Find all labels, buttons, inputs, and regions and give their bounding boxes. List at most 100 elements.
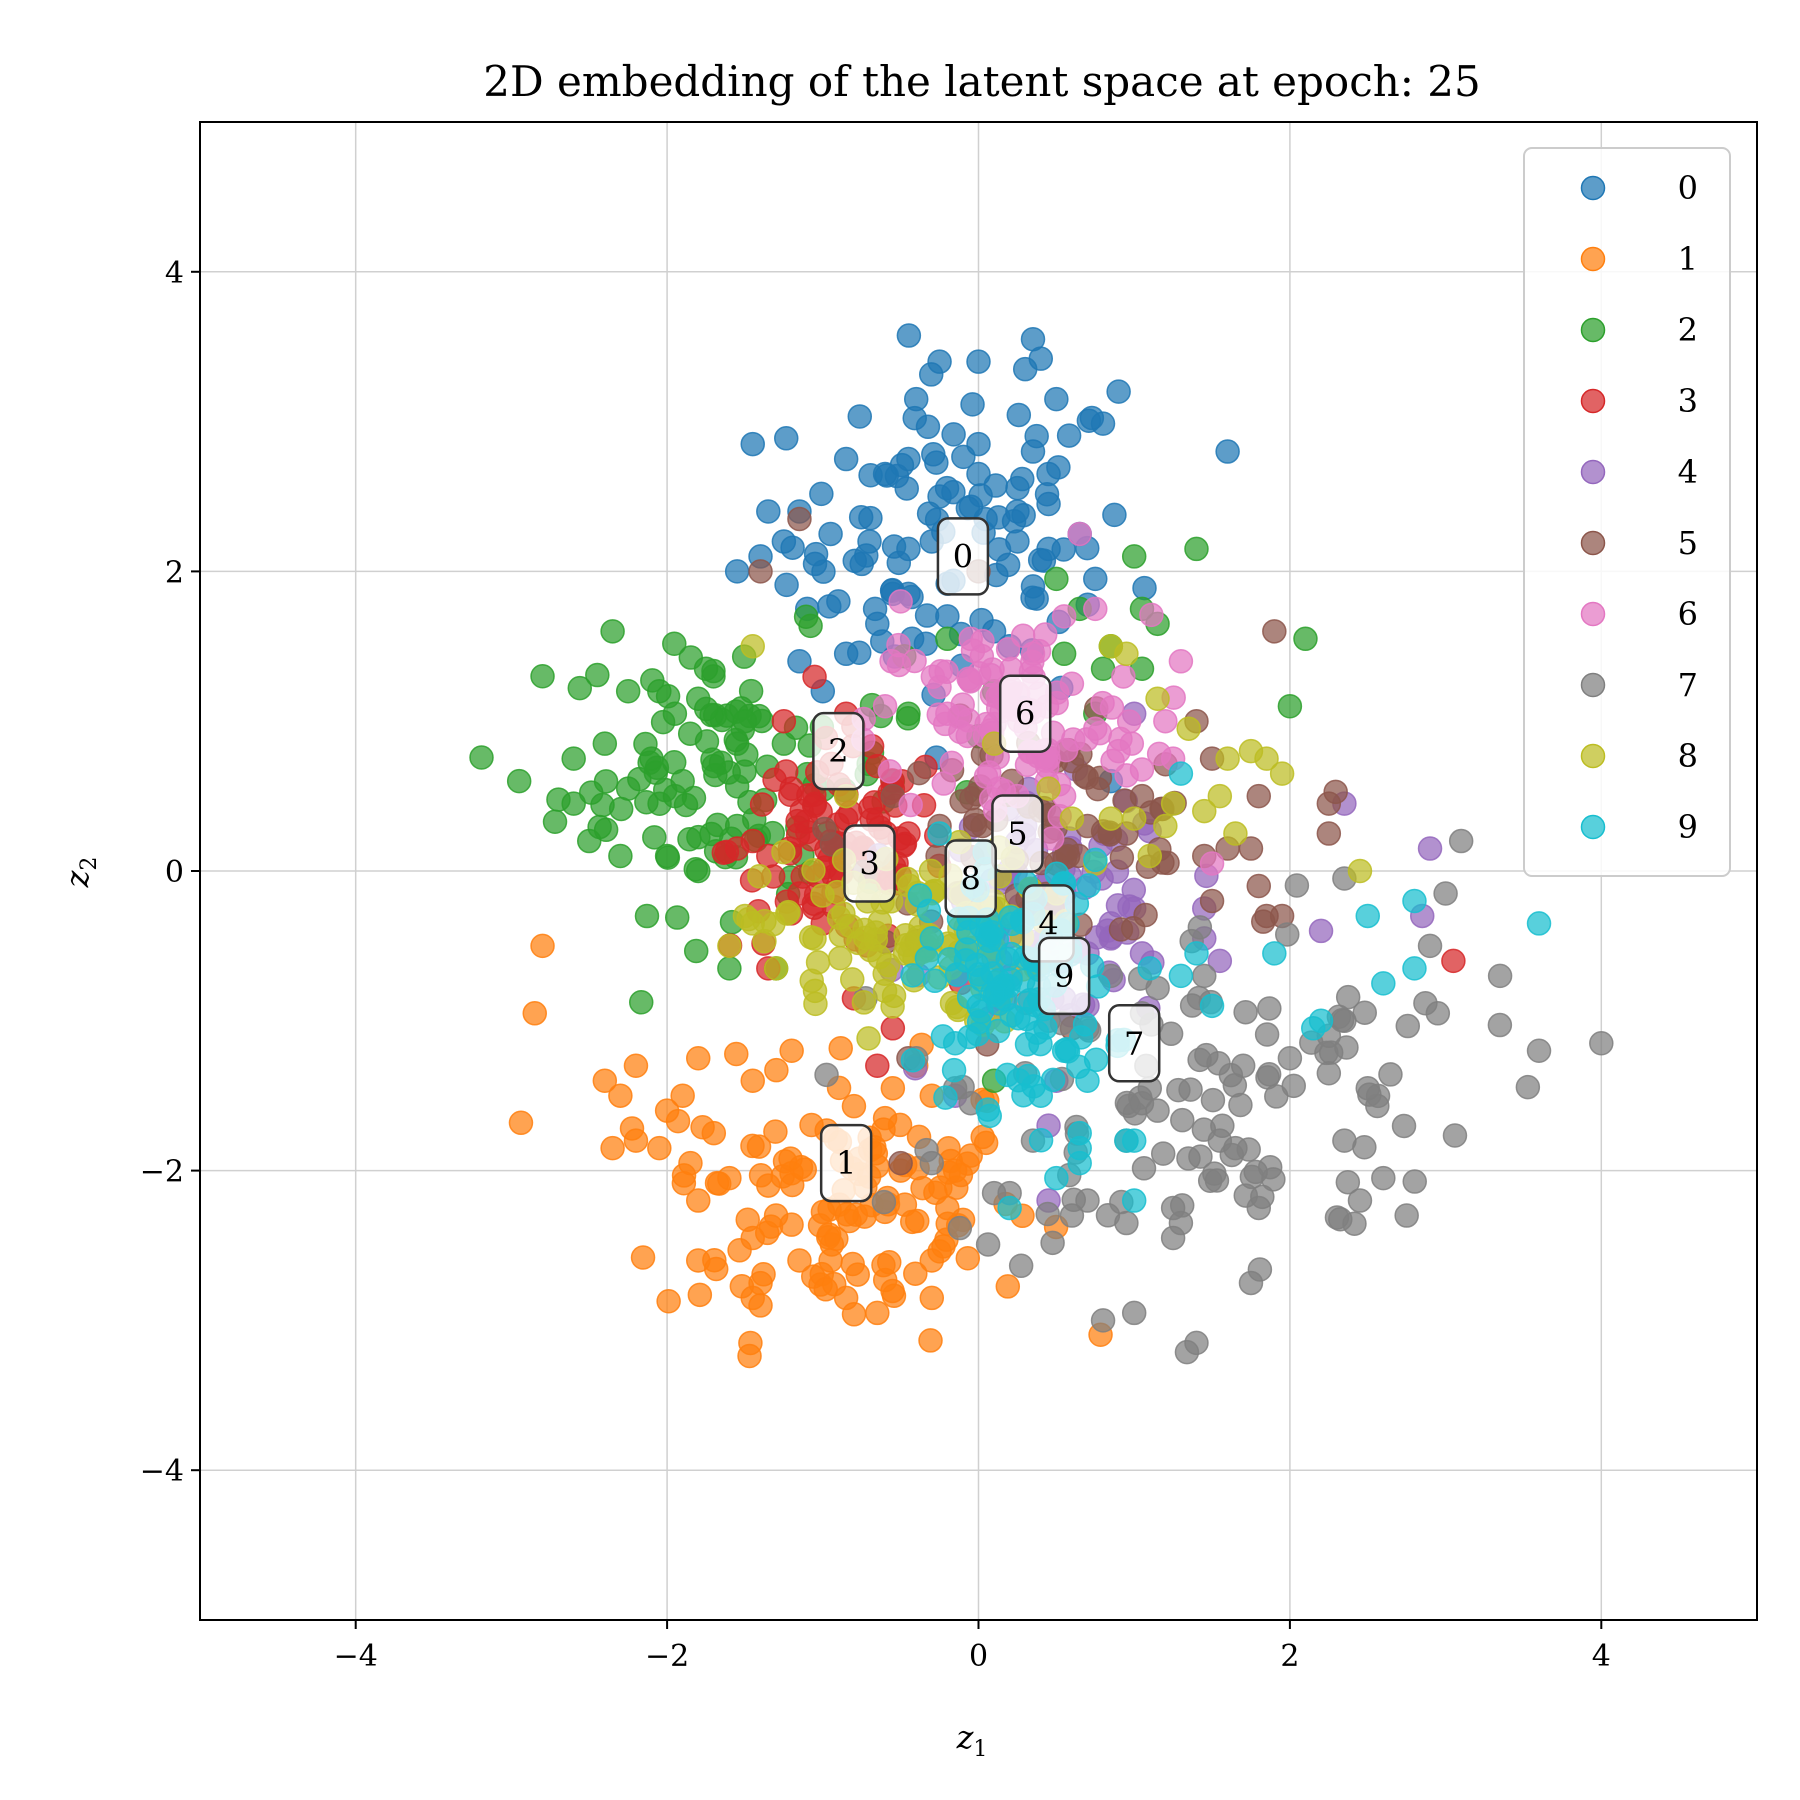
scatter-point-class-7 (1589, 1031, 1614, 1056)
scatter-point-class-0 (771, 529, 797, 554)
scatter-point-class-0 (774, 572, 799, 598)
scatter-point-class-8 (1176, 716, 1201, 741)
scatter-point-class-3 (865, 1053, 890, 1078)
y-tick-label: 0 (165, 855, 184, 890)
scatter-point-class-2 (654, 843, 680, 869)
scatter-point-class-6 (1139, 602, 1164, 628)
scatter-point-class-9 (927, 821, 952, 846)
scatter-point-class-4 (1417, 836, 1443, 861)
scatter-point-class-8 (740, 911, 765, 936)
scatter-point-class-0 (847, 404, 873, 429)
scatter-point-class-7 (1230, 1053, 1256, 1078)
scatter-point-class-2 (593, 817, 619, 843)
scatter-point-class-2 (608, 843, 633, 869)
scatter-point-class-1 (608, 1083, 633, 1108)
scatter-point-class-8 (1347, 858, 1373, 884)
scatter-point-class-9 (922, 968, 948, 994)
centroid-box-5 (991, 794, 1044, 873)
scatter-point-class-1 (522, 1001, 548, 1026)
scatter-point-class-7 (1008, 1253, 1034, 1279)
scatter-point-class-9 (916, 898, 942, 924)
legend-label-4: 4 (1678, 453, 1698, 491)
scatter-point-class-3 (802, 664, 827, 690)
legend-label-0: 0 (1678, 169, 1698, 207)
scatter-point-class-0 (966, 431, 991, 457)
legend-label-9: 9 (1678, 808, 1698, 846)
x-tick-label: −2 (645, 1639, 689, 1674)
scatter-point-class-4 (1308, 918, 1334, 944)
scatter-point-class-9 (1083, 847, 1108, 873)
scatter-point-class-2 (578, 780, 604, 805)
scatter-point-class-3 (749, 792, 775, 817)
scatter-point-class-7 (1281, 1073, 1306, 1099)
scatter-point-class-6 (931, 771, 956, 796)
scatter-point-class-0 (1079, 405, 1105, 431)
scatter-point-class-7 (1243, 1159, 1268, 1185)
scatter-point-class-1 (958, 1143, 983, 1168)
scatter-point-class-0 (1028, 346, 1054, 371)
scatter-point-class-9 (953, 948, 979, 973)
cluster-centroid-labels: 0 1 2 3 4 5 6 7 8 9 (812, 517, 1161, 1203)
centroid-box-2 (812, 711, 865, 791)
scatter-point-class-1 (630, 1245, 656, 1270)
scatter-point-class-8 (1137, 843, 1163, 869)
scatter-point-class-0 (833, 641, 859, 667)
x-tick-label: 2 (1280, 1639, 1299, 1674)
scatter-point-class-7 (1487, 1012, 1513, 1038)
scatter-point-class-0 (787, 649, 812, 674)
scatter-point-class-9 (999, 911, 1025, 937)
scatter-point-class-8 (856, 1026, 881, 1051)
scatter-point-class-2 (798, 613, 823, 639)
scatter-point-class-2 (662, 631, 687, 656)
scatter-point-class-0 (724, 559, 750, 584)
scatter-point-class-2 (561, 791, 586, 816)
scatter-point-class-2 (1090, 656, 1116, 682)
scatter-point-class-1 (778, 1146, 803, 1171)
scatter-point-class-9 (1076, 873, 1102, 898)
axis-ticks: −4 −2 0 2 4 −4 −2 0 2 4 (140, 256, 1611, 1674)
scatter-point-class-1 (740, 1068, 765, 1093)
scatter-point-class-6 (939, 750, 965, 776)
scatter-point-class-7 (1277, 1046, 1303, 1071)
scatter-point-class-5 (888, 1150, 913, 1176)
scatter-point-class-7 (1059, 1203, 1085, 1228)
scatter-point-class-9 (1184, 941, 1209, 966)
scatter-point-class-7 (1184, 1330, 1209, 1356)
legend-marker-4 (1580, 459, 1606, 485)
scatter-point-class-2 (677, 721, 703, 746)
legend-marker-0 (1580, 175, 1606, 201)
scatter-point-class-1 (701, 1120, 727, 1146)
legend: 0 1 2 3 4 5 6 7 8 9 (1523, 147, 1731, 877)
scatter-point-class-8 (1114, 641, 1139, 667)
scatter-point-class-1 (880, 1075, 906, 1101)
scatter-point-class-5 (1262, 619, 1287, 644)
scatter-point-class-5 (1316, 791, 1342, 816)
scatter-point-class-1 (910, 1175, 935, 1201)
scatter-point-class-0 (1056, 423, 1082, 448)
scatter-point-class-1 (654, 1098, 680, 1123)
scatter-point-class-2 (634, 903, 660, 929)
scatter-point-class-8 (827, 945, 853, 971)
scatter-point-class-2 (577, 828, 602, 854)
scatter-point-class-5 (1199, 888, 1225, 914)
scatter-point-class-1 (880, 1278, 905, 1304)
scatter-point-class-1 (748, 1293, 773, 1318)
scatter-point-class-8 (805, 950, 831, 975)
scatter-point-class-8 (852, 917, 877, 943)
scatter-point-class-0 (927, 484, 952, 509)
scatter-point-class-9 (1028, 1127, 1054, 1153)
scatter-point-class-1 (919, 1248, 945, 1273)
scatter-point-class-2 (1121, 544, 1147, 569)
scatter-point-class-9 (1199, 993, 1225, 1019)
scatter-point-class-2 (585, 662, 610, 688)
scatter-point-class-8 (798, 925, 824, 950)
scatter-point-class-7 (1355, 1075, 1380, 1101)
scatter-point-class-0 (818, 521, 843, 547)
scatter-point-class-0 (921, 442, 946, 467)
legend-label-1: 1 (1678, 240, 1698, 278)
legend-label-8: 8 (1678, 737, 1698, 775)
scatter-point-class-1 (955, 1245, 981, 1271)
scatter-point-class-1 (687, 1282, 713, 1308)
scatter-point-class-2 (670, 768, 695, 794)
scatter-point-class-8 (1145, 686, 1170, 711)
